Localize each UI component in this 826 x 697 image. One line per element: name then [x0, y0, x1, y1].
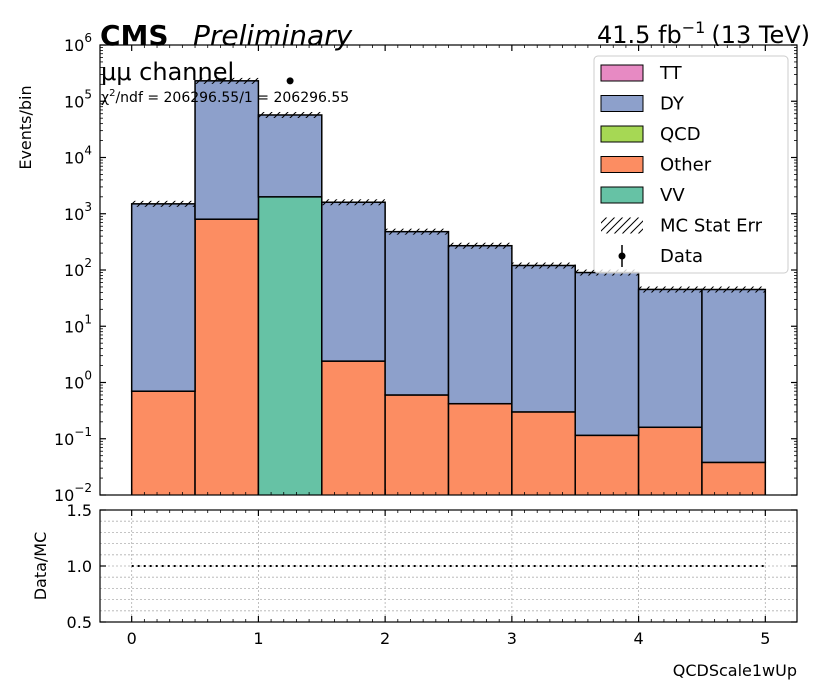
x-tick-label-1: 1 — [253, 629, 263, 648]
lumi-exponent: −1 — [682, 18, 706, 37]
ratio-y-tick-label-2: 1.5 — [67, 501, 92, 520]
channel-label: μμ channel — [101, 58, 234, 86]
legend-item-6: Data — [618, 245, 703, 267]
bar-dy-5 — [447, 244, 513, 405]
x-tick-label-2: 2 — [380, 629, 390, 648]
legend: TT DY QCD Other VV MC Stat Err Data — [593, 55, 789, 274]
legend-item-2: QCD — [600, 124, 701, 145]
bar-other-4 — [384, 394, 450, 495]
lumi-value: 41.5 fb — [597, 21, 682, 49]
bar-other-3 — [321, 360, 386, 495]
energy-label: (13 TeV) — [711, 21, 810, 49]
legend-swatch-2 — [600, 125, 644, 143]
main-plot-area — [130, 77, 767, 495]
bar-dy-0 — [130, 203, 196, 392]
mc-stat-err-8 — [638, 286, 702, 293]
y-tick-label-7: 105 — [64, 87, 92, 111]
bar-vv-2 — [257, 196, 323, 495]
y-tick-label-3: 101 — [64, 312, 92, 336]
legend-swatch-4 — [600, 186, 644, 204]
axes-layer: 10−2 10−1 100 101 102 103 104 105 106 0 1 2 3 4 5 0.5 1.… — [16, 31, 798, 680]
x-tick-label-4: 4 — [633, 629, 643, 648]
bar-dy-8 — [637, 288, 703, 429]
y-tick-label-2: 100 — [64, 369, 92, 393]
mc-stat-err-6 — [511, 262, 576, 269]
x-tick-label-0: 0 — [127, 629, 137, 648]
legend-swatch-5 — [601, 217, 643, 234]
bar-other-9 — [701, 461, 767, 495]
bar-dy-4 — [384, 230, 450, 396]
legend-swatch-6 — [618, 252, 626, 260]
bar-dy-2 — [257, 114, 323, 198]
mc-stat-err-4 — [385, 228, 449, 235]
legend-item-1: DY — [600, 94, 685, 115]
legend-label-3: Other — [660, 155, 712, 176]
legend-item-4: VV — [600, 185, 685, 206]
legend-label-4: VV — [660, 185, 685, 206]
legend-label-2: QCD — [660, 124, 701, 145]
bar-dy-6 — [511, 264, 576, 413]
y-axis-label: Events/bin — [16, 85, 35, 169]
bar-dy-1 — [194, 80, 260, 220]
y-tick-label-6: 104 — [64, 144, 92, 168]
bar-dy-7 — [574, 271, 640, 437]
x-tick-label-3: 3 — [507, 629, 517, 648]
mc-stat-err-0 — [131, 200, 196, 207]
bar-other-8 — [637, 426, 703, 495]
legend-label-5: MC Stat Err — [660, 216, 763, 237]
legend-swatch-3 — [600, 156, 644, 173]
y-tick-label-1: 10−1 — [54, 425, 92, 449]
legend-item-0: TT — [600, 63, 683, 84]
bar-other-5 — [447, 402, 513, 495]
data-point-0 — [286, 77, 294, 85]
mc-stat-err-5 — [448, 242, 512, 249]
ratio-y-tick-label-0: 0.5 — [67, 613, 92, 632]
ratio-y-axis-label: Data/MC — [31, 532, 50, 601]
bar-other-7 — [574, 434, 640, 495]
ratio-plot-area — [100, 510, 797, 622]
mc-stat-err-9 — [701, 286, 766, 293]
legend-item-5: MC Stat Err — [601, 216, 763, 237]
chi2-label: χ2/ndf = 206296.55/1 = 206296.55 — [101, 88, 349, 106]
y-tick-label-0: 10−2 — [54, 481, 92, 505]
mc-stat-err-2 — [258, 111, 322, 118]
lumi-label: 41.5 fb−1 (13 TeV) — [597, 18, 810, 49]
legend-item-3: Other — [600, 155, 712, 176]
x-axis-label: QCDScale1wUp — [673, 661, 797, 680]
legend-swatch-0 — [600, 64, 644, 82]
y-tick-label-4: 102 — [64, 256, 92, 280]
y-tick-label-5: 103 — [64, 200, 92, 224]
bar-dy-9 — [701, 288, 767, 464]
bar-other-6 — [511, 411, 576, 495]
bar-other-1 — [194, 218, 260, 495]
legend-swatch-1 — [600, 95, 644, 112]
chi2-symbol: χ — [101, 90, 109, 106]
preliminary-label: Preliminary — [193, 19, 353, 52]
cms-label: CMS — [100, 19, 169, 52]
y-tick-label-8: 106 — [64, 31, 92, 55]
legend-label-0: TT — [659, 63, 683, 84]
bar-dy-3 — [321, 201, 386, 362]
legend-label-6: Data — [660, 246, 703, 267]
x-tick-label-5: 5 — [760, 629, 770, 648]
chi2-value: /ndf = 206296.55/1 = 206296.55 — [115, 90, 349, 106]
mc-stat-err-1 — [195, 77, 259, 84]
legend-label-1: DY — [660, 94, 685, 115]
ratio-y-tick-label-1: 1.0 — [67, 557, 92, 576]
bar-other-0 — [130, 390, 196, 495]
mc-stat-err-3 — [321, 199, 386, 206]
